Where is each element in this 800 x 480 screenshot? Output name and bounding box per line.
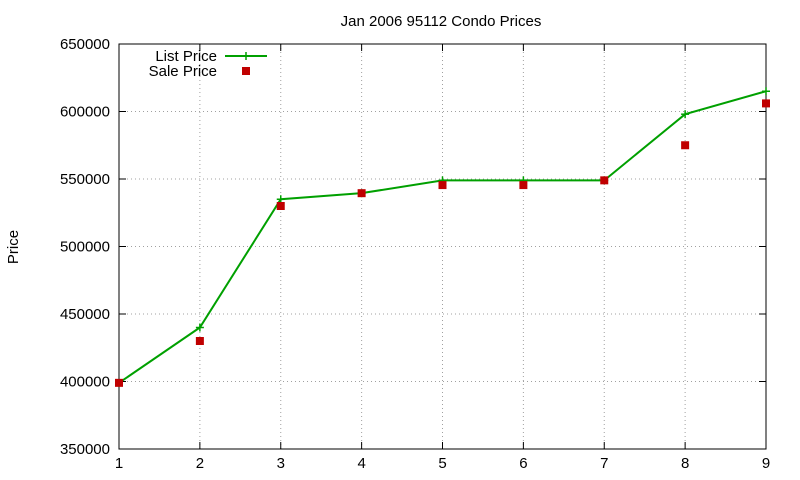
sale-price-point <box>357 189 366 198</box>
x-tick-label: 6 <box>519 455 527 472</box>
y-axis-label: Price <box>5 230 22 264</box>
list-price-point <box>276 195 285 204</box>
x-tick-label: 4 <box>357 455 365 472</box>
list-price-point <box>681 110 690 119</box>
x-tick-label: 5 <box>438 455 446 472</box>
sale-price-point <box>195 337 204 345</box>
chart-title: Jan 2006 95112 Condo Prices <box>341 13 542 30</box>
series-line-list-price <box>118 90 767 384</box>
sale-price-point <box>762 99 770 108</box>
sale-price-point <box>438 181 447 190</box>
sale-price-point <box>115 378 123 387</box>
y-tick-label: 650000 <box>60 36 110 53</box>
x-tick-label: 8 <box>681 455 689 472</box>
y-tick-label: 400000 <box>60 374 110 391</box>
sale-price-point <box>519 181 528 190</box>
sale-price-point <box>681 141 690 150</box>
y-tick-label: 350000 <box>60 441 110 458</box>
legend-label: List Price <box>155 48 217 65</box>
grid <box>119 44 766 449</box>
y-tick-label: 500000 <box>60 239 110 256</box>
list-price-point <box>762 87 770 96</box>
legend-swatch-marker <box>242 52 250 60</box>
sale-price-point <box>600 176 609 185</box>
series-layer <box>115 87 770 387</box>
legend-swatch-marker <box>242 67 250 75</box>
x-tick-label: 2 <box>196 455 204 472</box>
y-tick-label: 550000 <box>60 171 110 188</box>
list-price-point <box>195 323 204 332</box>
x-tick-label: 7 <box>600 455 608 472</box>
axis-ticks: 1 2 3 4 5 6 7 8 9 350000 400000 450000 500000 550000 6… <box>60 36 770 472</box>
x-tick-label: 3 <box>277 455 285 472</box>
legend-label: Sale Price <box>149 63 217 80</box>
y-tick-label: 600000 <box>60 104 110 121</box>
y-tick-label: 450000 <box>60 306 110 323</box>
sale-price-point <box>276 202 285 210</box>
x-tick-label: 9 <box>762 455 770 472</box>
x-tick-label: 1 <box>115 455 123 472</box>
